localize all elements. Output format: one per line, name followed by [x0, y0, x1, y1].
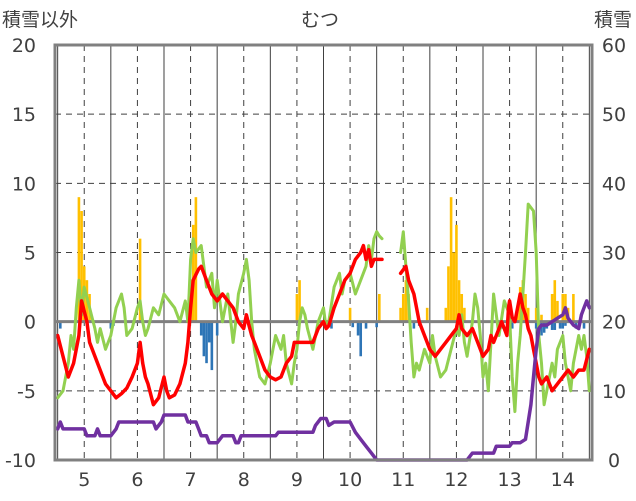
precip-bar: [295, 294, 299, 322]
right-y-tick-label: 60: [602, 35, 626, 57]
sunshine-bar: [540, 321, 543, 336]
left-y-tick-label: -10: [5, 450, 36, 472]
sunshine-bar: [359, 321, 363, 357]
left-y-tick-label: 10: [12, 173, 36, 195]
precip-bar: [457, 280, 461, 322]
left-y-tick-label: 0: [24, 312, 36, 334]
sunshine-bar: [215, 321, 219, 336]
x-tick-label: 10: [338, 469, 362, 491]
x-ticks: 5 6 7 8 9 10 11 12 13 14: [78, 469, 575, 491]
precip-bar: [455, 224, 458, 322]
sunshine-bar: [412, 321, 416, 329]
gridlines: [55, 45, 592, 460]
sunshine-bar: [561, 321, 565, 329]
precip-bar: [298, 280, 301, 322]
precip-bar: [526, 307, 530, 322]
sunshine-bar: [534, 321, 538, 329]
right-y-tick-label: 10: [602, 381, 626, 403]
precip-bar: [524, 294, 527, 322]
precip-bar: [572, 294, 575, 322]
sunshine-bar: [202, 321, 206, 357]
x-tick-label: 8: [238, 469, 250, 491]
sunshine-bar: [364, 321, 368, 329]
right-y-ticks: 60 50 40 30 20 10 0: [602, 35, 626, 472]
precip-bar: [425, 307, 429, 322]
sunshine-bar: [356, 321, 360, 336]
precip-bar: [463, 307, 466, 322]
precip-bar: [401, 294, 405, 322]
sunshine-bar: [199, 321, 203, 336]
right-y-tick-label: 20: [602, 312, 626, 334]
precip-bar: [194, 197, 198, 322]
sunshine-bar: [330, 321, 333, 329]
sunshine-bar: [564, 321, 567, 326]
precip-bar: [550, 294, 554, 322]
precip-bar: [553, 280, 557, 322]
left-y-tick-label: 20: [12, 35, 36, 57]
precip-bar: [561, 294, 565, 322]
bar-series: [59, 197, 586, 371]
precip-bar: [138, 238, 142, 322]
sunshine-bar: [210, 321, 214, 371]
left-y-tick-label: 15: [12, 104, 36, 126]
sunshine-bar: [59, 321, 62, 329]
line-series: [55, 202, 592, 462]
left-y-tick-label: -5: [17, 381, 36, 403]
sunshine-bar: [375, 321, 378, 328]
x-tick-label: 11: [391, 469, 415, 491]
chart-title: むつ: [301, 9, 339, 31]
precip-bar: [447, 266, 450, 322]
sunshine-bar: [553, 321, 557, 330]
precip-bar: [444, 307, 448, 322]
x-tick-label: 7: [185, 469, 197, 491]
precip-bar: [540, 314, 543, 322]
precip-bar: [399, 307, 402, 322]
sunshine-bar: [351, 321, 355, 328]
sunshine-bar: [542, 321, 546, 333]
series-line-purple: [55, 299, 592, 462]
precip-bar: [77, 197, 81, 322]
precip-bar: [452, 252, 456, 322]
sunshine-bar: [109, 321, 113, 329]
x-tick-label: 9: [291, 469, 303, 491]
x-tick-label: 6: [131, 469, 143, 491]
right-axis-title: 積雪: [594, 9, 632, 31]
precip-bar: [348, 307, 352, 322]
precip-bar: [449, 197, 453, 322]
precip-bar: [80, 211, 83, 322]
sunshine-bar: [510, 321, 514, 329]
left-axis-title: 積雪以外: [2, 9, 78, 31]
precip-bar: [534, 307, 538, 322]
right-y-tick-label: 50: [602, 104, 626, 126]
right-y-tick-label: 0: [608, 450, 620, 472]
left-y-tick-label: 5: [24, 243, 36, 265]
plot-frame: [53, 43, 594, 462]
left-y-ticks: 20 15 10 5 0 -5 -10: [5, 35, 36, 472]
series-line-red: [55, 243, 592, 407]
precip-bar: [378, 294, 381, 322]
sunshine-bar: [558, 321, 562, 329]
precip-bar: [460, 294, 464, 322]
precip-bar: [404, 280, 408, 322]
sunshine-bar: [207, 321, 211, 343]
x-tick-label: 14: [551, 469, 575, 491]
precip-bar: [556, 300, 559, 322]
right-y-tick-label: 40: [602, 173, 626, 195]
precip-bar: [191, 224, 195, 322]
precip-bar: [518, 287, 522, 322]
x-tick-label: 5: [78, 469, 90, 491]
sunshine-bar: [582, 321, 586, 329]
right-y-tick-label: 30: [602, 243, 626, 265]
sunshine-bar: [550, 321, 554, 330]
x-tick-label: 12: [444, 469, 468, 491]
x-tick-label: 13: [497, 469, 521, 491]
sunshine-bar: [205, 321, 208, 364]
